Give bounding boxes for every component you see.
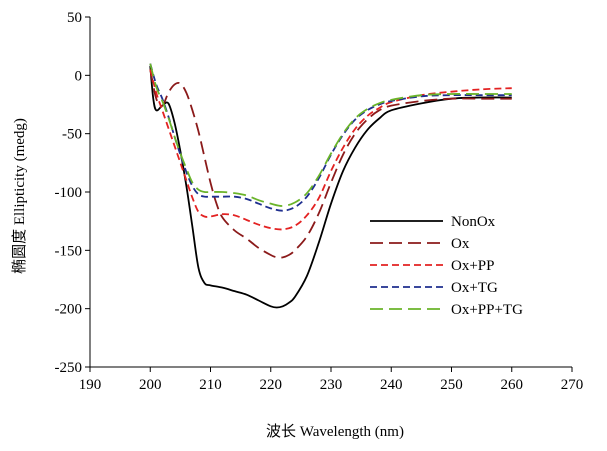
legend: NonOx Ox Ox+PP Ox+TG Ox+PP+TG xyxy=(370,214,523,318)
legend-label: NonOx xyxy=(451,214,496,230)
y-tick-label: -250 xyxy=(55,360,83,376)
series-lines xyxy=(149,63,512,309)
x-tick-label: 250 xyxy=(440,377,463,393)
y-axis-title: 椭圆度 Ellipticity (medg) xyxy=(11,118,28,274)
x-tick-label: 220 xyxy=(260,377,283,393)
series-line-ox-pp xyxy=(149,69,512,231)
x-tick-label: 260 xyxy=(501,377,524,393)
y-tick-label: 0 xyxy=(75,68,83,84)
x-axis-title: 波长 Wavelength (nm) xyxy=(266,423,404,440)
series-line-ox xyxy=(149,69,512,259)
y-tick-label: -100 xyxy=(55,185,83,201)
x-tick-label: 210 xyxy=(199,377,222,393)
series-line-ox-tg xyxy=(149,63,512,212)
legend-label: Ox+TG xyxy=(451,280,498,296)
legend-label: Ox+PP xyxy=(451,258,494,274)
legend-label: Ox+PP+TG xyxy=(451,302,523,318)
legend-label: Ox xyxy=(451,236,470,252)
y-tick-label: 50 xyxy=(67,10,82,26)
series-line-nonox xyxy=(149,65,512,309)
x-tick-label: 270 xyxy=(561,377,584,393)
ticks: 190 200 210 220 230 240 250 260 270 50 0 -50 -100 -15… xyxy=(55,10,584,393)
x-tick-label: 190 xyxy=(79,377,102,393)
y-tick-label: -50 xyxy=(62,127,82,143)
x-tick-label: 200 xyxy=(139,377,162,393)
series-line-ox-pp-tg xyxy=(149,63,512,207)
y-tick-label: -150 xyxy=(55,243,83,259)
x-tick-label: 230 xyxy=(320,377,343,393)
y-tick-label: -200 xyxy=(55,302,83,318)
x-tick-label: 240 xyxy=(380,377,403,393)
